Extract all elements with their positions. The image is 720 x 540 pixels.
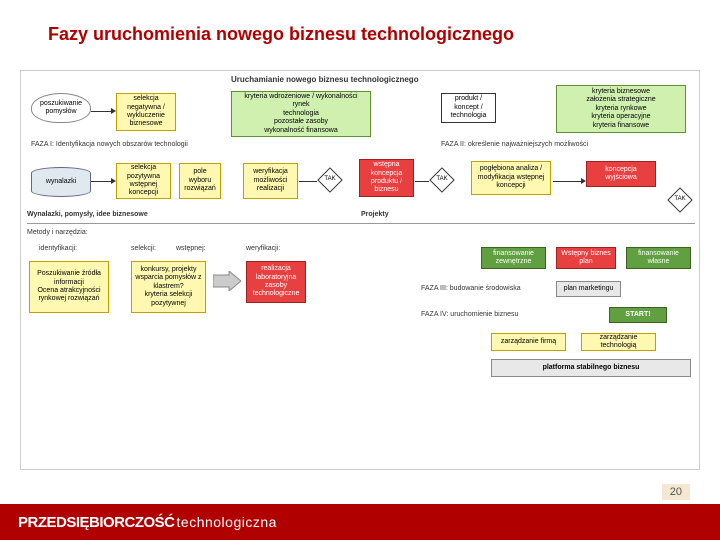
decision-tak3: TAK <box>667 187 692 212</box>
realizacja-box: realizacja laboratoryjna zasoby technolo… <box>246 261 306 303</box>
weryfikacja-box: weryfikacja możliwości realizacji <box>243 163 298 199</box>
faza1-label: FAZA I: Identyfikacja nowych obszarów te… <box>31 141 188 148</box>
thick-arrow-icon <box>213 271 241 291</box>
fin-wlasne-box: finansowanie własne <box>626 247 691 269</box>
zarzadzanie-firma-box: zarządzanie firmą <box>491 333 566 351</box>
flowchart-diagram: Uruchamianie nowego biznesu technologicz… <box>20 70 700 470</box>
platforma-box: platforma stabilnego biznesu <box>491 359 691 377</box>
metody-label: Metody i narzędzia: <box>27 229 88 236</box>
plan-marketingu-box: plan marketingu <box>556 281 621 297</box>
footer-bar: PRZEDSIĘBIORCZOŚĆtechnologiczna <box>0 504 720 540</box>
produkt-box: produkt / koncept / technologia <box>441 93 496 123</box>
selekcji-label: selekcji: <box>131 245 156 252</box>
brand-bold: PRZEDSIĘBIORCZOŚĆ <box>18 514 175 531</box>
start-box: START! <box>609 307 667 323</box>
projekty-label: Projekty <box>361 211 389 218</box>
weryfikacji-label: weryfikacji: <box>246 245 280 252</box>
decision-tak2: TAK <box>429 167 454 192</box>
faza2-label: FAZA II: określenie najważniejszych możl… <box>441 141 588 148</box>
wynalazki-label: Wynalazki, pomysły, idee biznesowe <box>27 211 148 218</box>
identyfikacji-label: identyfikacji: <box>39 245 77 252</box>
wstepna-koncepcja-box: wstępna koncepcja produktu / biznesu <box>359 159 414 197</box>
decision-tak1: TAK <box>317 167 342 192</box>
diagram-heading: Uruchamianie nowego biznesu technologicz… <box>231 75 419 84</box>
fin-zewnetrzne-box: finansowanie zewnętrzne <box>481 247 546 269</box>
konkursy-box: konkursy, projekty wsparcia pomysłów z k… <box>131 261 206 313</box>
faza3-label: FAZA III: budowanie środowiska <box>421 285 521 292</box>
koncepcja-wyjsciowa-box: koncepcja wyjściowa <box>586 161 656 187</box>
cloud-node: poszukiwanie pomysłów <box>31 93 91 123</box>
faza4-label: FAZA IV: uruchomienie biznesu <box>421 311 518 318</box>
selekcja-negatywna-box: selekcja negatywna / wykluczenie bizneso… <box>116 93 176 131</box>
poszukiwanie-box: Poszukiwanie źródła informacji Ocena atr… <box>29 261 109 313</box>
kryteria-biznesowe-box: kryteria biznesowe założenia strategiczn… <box>556 85 686 133</box>
wstepnej-label: wstępnej: <box>176 245 206 252</box>
slide-title: Fazy uruchomienia nowego biznesu technol… <box>48 24 514 45</box>
footer-brand: PRZEDSIĘBIORCZOŚĆtechnologiczna <box>18 514 277 531</box>
zarzadzanie-tech-box: zarządzanie technologią <box>581 333 656 351</box>
page-number: 20 <box>662 484 690 500</box>
brand-light: technologiczna <box>177 514 277 530</box>
wstepny-biznesplan-box: Wstępny biznes plan <box>556 247 616 269</box>
wynalazki-cylinder: wynalazki <box>31 167 91 197</box>
kryteria-wdrozeniowe-box: kryteria wdrożeniowe / wykonalności ryne… <box>231 91 371 137</box>
poglebiona-analiza-box: pogłębiona analiza / modyfikacja wstępne… <box>471 161 551 195</box>
selekcja-pozytywna-box: selekcja pozytywna wstępnej koncepcji <box>116 163 171 199</box>
pole-wyboru-box: pole wyboru rozwiązań <box>179 163 221 199</box>
